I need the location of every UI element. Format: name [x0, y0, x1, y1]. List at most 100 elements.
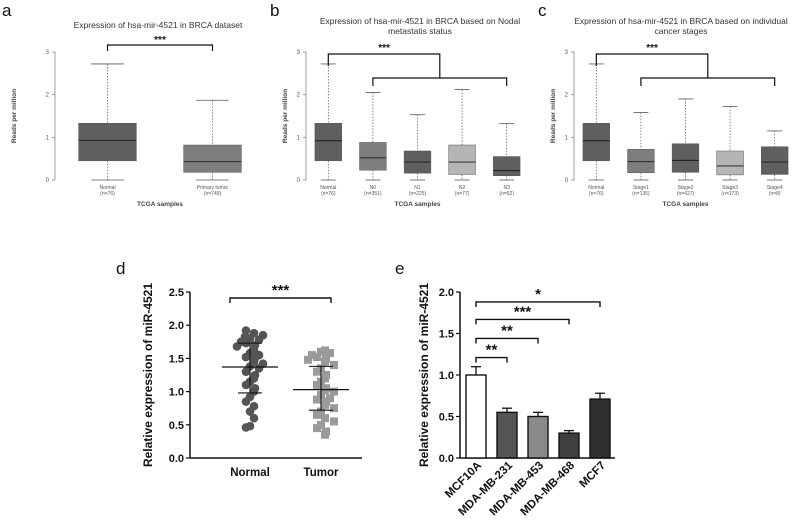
x-category-count: (n=77): [455, 191, 470, 197]
significance-stars: ***: [272, 282, 290, 299]
panel-a: a Expression of hsa-mir-4521 in BRCA data…: [2, 1, 243, 208]
y-tick-label: 2: [565, 93, 569, 99]
data-point-tumor: [321, 357, 329, 366]
data-point-tumor: [313, 395, 321, 404]
box: [716, 150, 744, 176]
x-axis-title: TCGA samples: [663, 201, 709, 208]
x-axis-title: TCGA samples: [395, 201, 441, 208]
significance-bracket: [106, 44, 214, 51]
data-point-normal: [245, 407, 255, 416]
box: [448, 144, 476, 175]
data-point-normal: [232, 342, 242, 351]
y-axis-title: Relative expression of miR-4521: [141, 283, 155, 467]
bar: [527, 415, 549, 459]
x-category-label: Normal: [588, 185, 604, 191]
box: [627, 149, 655, 173]
significance-bracket-normal: [327, 53, 441, 78]
y-tick-label: 1: [46, 135, 50, 141]
x-category-count: (n=351): [364, 191, 382, 197]
y-tick-label: 0.0: [169, 453, 184, 465]
chart-title: Expression of hsa-mir-4521 in BRCA datas…: [74, 20, 243, 30]
box: [183, 144, 242, 173]
data-point-tumor: [313, 410, 321, 419]
data-point-normal: [241, 397, 251, 406]
x-category-label: MDA-MB-231: [456, 459, 515, 518]
x-category-label: Primary tumor: [197, 185, 229, 191]
x-category-label: N0: [370, 185, 377, 191]
y-axis-title: Reads per million: [11, 89, 18, 143]
bar: [558, 432, 580, 459]
x-category-count: (n=76): [321, 191, 336, 197]
y-tick-label: 0.5: [169, 420, 184, 432]
x-category-label: Normal: [320, 185, 336, 191]
significance-bracket: [475, 356, 508, 363]
data-point-tumor: [321, 400, 329, 409]
x-category-count: (n=749): [204, 191, 222, 197]
panel-e: e 0.0 0.5 1.0 1.5 2.0 Relative expression of m…: [395, 259, 615, 518]
y-axis-title: Reads per million: [550, 89, 557, 143]
x-category-count: (n=225): [409, 191, 427, 197]
x-category-count: (n=76): [100, 191, 115, 197]
significance-stars: ***: [154, 35, 166, 46]
data-point-normal: [241, 367, 251, 376]
data-point-tumor: [330, 404, 338, 413]
y-tick-label: 2: [46, 93, 50, 99]
y-tick-label: 2.0: [169, 320, 184, 332]
data-point-tumor: [321, 414, 329, 423]
significance-bracket-groups: [640, 77, 776, 86]
significance-bracket: [475, 318, 570, 325]
data-point-tumor: [330, 361, 338, 370]
x-category-label: Stage4: [767, 185, 783, 191]
data-point-tumor: [304, 355, 312, 364]
y-tick-label: 1.0: [439, 370, 454, 382]
y-tick-label: 0.5: [439, 412, 454, 424]
chart-title: Expression of hsa-mir-4521 in BRCA based…: [320, 16, 520, 26]
x-category-label: Tumor: [304, 467, 339, 479]
box: [359, 142, 387, 171]
significance-stars: **: [501, 322, 513, 339]
x-category-label: N1: [414, 185, 421, 191]
data-point-normal: [241, 352, 251, 362]
y-tick-label: 0: [46, 178, 50, 184]
panel-letter-b: b: [270, 1, 279, 20]
x-axis-title: TCGA samples: [137, 201, 183, 208]
significance-stars: ***: [646, 43, 658, 54]
data-point-normal: [249, 413, 259, 423]
significance-stars: ***: [514, 303, 532, 320]
x-category-label: MCF7: [577, 460, 608, 491]
significance-stars: *: [535, 286, 541, 303]
x-category-count: (n=8): [769, 191, 781, 197]
x-category-label: Normal: [230, 467, 270, 479]
y-tick-label: 3: [46, 50, 50, 56]
x-category-label: MDA-MB-468: [518, 459, 577, 518]
y-tick-label: 2: [297, 93, 301, 99]
data-point-tumor: [313, 353, 321, 362]
box: [78, 123, 137, 162]
x-category-count: (n=76): [589, 191, 604, 197]
data-point-tumor: [330, 417, 338, 426]
box: [671, 143, 700, 173]
x-category-count: (n=52): [499, 191, 514, 197]
significance-stars: ***: [378, 43, 390, 54]
x-category-label: Stage3: [722, 185, 738, 191]
data-point-tumor: [330, 387, 338, 396]
data-point-tumor: [313, 367, 321, 376]
panel-letter-c: c: [538, 1, 547, 20]
panel-letter-a: a: [2, 1, 12, 20]
y-tick-label: 2.0: [439, 287, 454, 299]
chart-title: metastatis status: [388, 26, 452, 36]
data-point-tumor: [313, 380, 321, 389]
box: [761, 146, 789, 175]
bar: [496, 411, 518, 459]
x-category-label: N3: [503, 185, 510, 191]
panel-letter-e: e: [395, 259, 404, 278]
x-category-label: N2: [459, 185, 466, 191]
data-point-tumor: [317, 347, 325, 356]
y-tick-label: 1.5: [439, 329, 454, 341]
y-tick-label: 3: [297, 50, 301, 56]
box: [582, 123, 610, 162]
x-category-count: (n=135): [632, 191, 650, 197]
x-category-label: Stage1: [633, 185, 649, 191]
data-point-tumor: [321, 430, 329, 439]
